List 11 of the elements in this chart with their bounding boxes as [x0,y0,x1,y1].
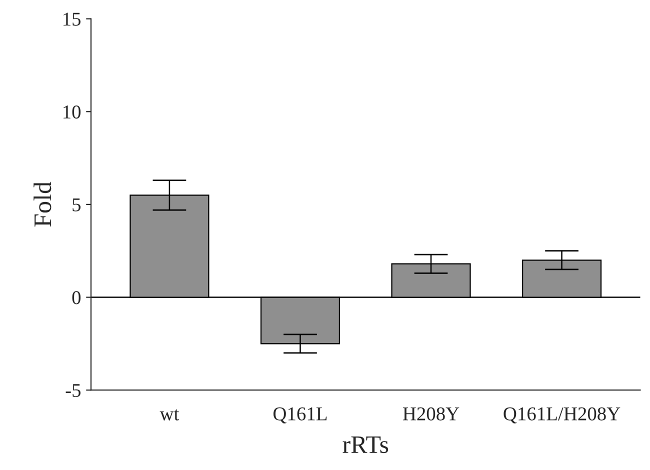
y-tick-label: -5 [66,384,81,398]
y-tick-label: 5 [72,198,81,212]
x-tick-label: Q161L/H208Y [504,407,620,424]
y-axis-title: Fold [34,182,52,227]
y-tick-label: 15 [64,12,81,26]
y-tick-label: 10 [64,105,81,119]
x-tick-label: wt [160,409,180,420]
y-tick-label: 0 [72,291,81,304]
x-tick-label: H208Y [402,407,460,420]
x-axis-title: rRTs [342,436,388,454]
x-tick-label: Q161L [273,407,327,424]
